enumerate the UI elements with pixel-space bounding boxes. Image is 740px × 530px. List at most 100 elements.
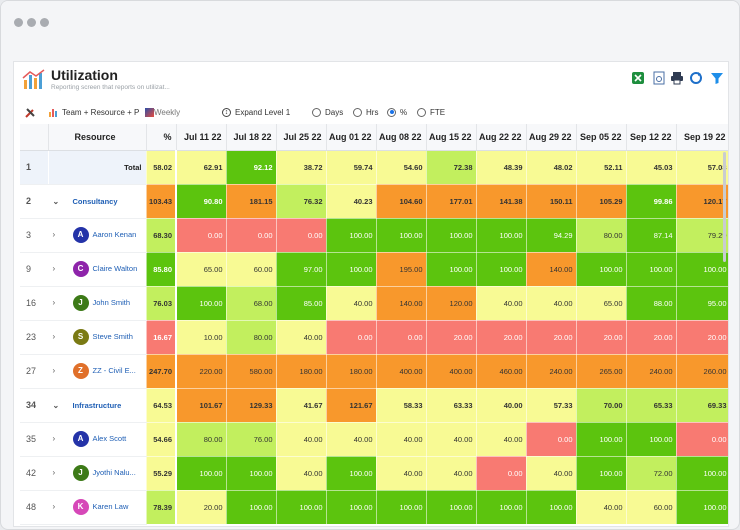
week-value-cell[interactable]: 100.00 [326, 490, 377, 525]
week-value-cell[interactable]: 100.00 [676, 490, 728, 525]
week-value-cell[interactable]: 0.00 [476, 456, 527, 491]
week-value-cell[interactable]: 40.00 [476, 286, 527, 321]
week-value-cell[interactable]: 180.00 [326, 354, 377, 389]
expand-chevron-icon[interactable]: › [52, 263, 56, 273]
resource-cell[interactable]: Total [48, 150, 147, 185]
week-value-cell[interactable]: 40.23 [326, 184, 377, 219]
resource-cell[interactable]: › S Steve Smith [48, 320, 147, 355]
week-value-cell[interactable]: 40.00 [476, 388, 527, 423]
resource-cell[interactable]: ⌄ Infrastructure [48, 388, 147, 423]
expand-chevron-icon[interactable]: › [52, 229, 56, 239]
print-icon[interactable] [670, 71, 684, 85]
week-value-cell[interactable]: 100.00 [176, 456, 227, 491]
week-value-cell[interactable]: 0.00 [376, 320, 427, 355]
unit-percent-option[interactable]: % [387, 102, 407, 122]
week-value-cell[interactable]: 87.14 [626, 218, 677, 253]
week-value-cell[interactable]: 177.01 [426, 184, 477, 219]
week-value-cell[interactable]: 52.11 [576, 150, 627, 185]
week-value-cell[interactable]: 20.00 [676, 320, 728, 355]
week-value-cell[interactable]: 48.39 [476, 150, 527, 185]
week-value-cell[interactable]: 240.00 [526, 354, 577, 389]
table-row[interactable]: 3 › A Aaron Kenan 68.30 0.00 0.00 0.00 100.00 100… [20, 218, 728, 253]
expand-level-control[interactable]: ↕ Expand Level 1 [222, 102, 290, 122]
palette-icon[interactable] [145, 107, 155, 117]
week-value-cell[interactable]: 100.00 [276, 490, 327, 525]
resource-name[interactable]: Jyothi Nalu... [92, 467, 136, 477]
week-value-cell[interactable]: 140.00 [526, 252, 577, 287]
unit-hrs-radio[interactable] [353, 107, 362, 117]
week-value-cell[interactable]: 20.00 [426, 320, 477, 355]
week-value-cell[interactable]: 265.00 [576, 354, 627, 389]
week-value-cell[interactable]: 80.00 [576, 218, 627, 253]
unit-days-option[interactable]: Days [312, 102, 343, 122]
resource-name[interactable]: ZZ - Civil E... [92, 365, 136, 375]
resource-cell[interactable]: ⌄ Consultancy [48, 184, 147, 219]
table-row[interactable]: 42 › J Jyothi Nalu... 55.29 100.00 100.00 40.00… [20, 456, 728, 491]
table-row[interactable]: 16 › J John Smith 76.03 100.00 68.00 85.00 40.00… [20, 286, 728, 321]
week-value-cell[interactable]: 20.00 [476, 320, 527, 355]
percent-header[interactable]: % [146, 124, 177, 151]
week-value-cell[interactable]: 60.00 [226, 252, 277, 287]
week-value-cell[interactable]: 97.00 [276, 252, 327, 287]
week-header[interactable]: Aug 15 22 [426, 124, 477, 151]
week-value-cell[interactable]: 100.00 [576, 456, 627, 491]
unit-days-radio[interactable] [312, 107, 321, 117]
week-value-cell[interactable]: 99.86 [626, 184, 677, 219]
resource-cell[interactable]: › K Karen Law [48, 490, 147, 525]
week-value-cell[interactable]: 40.00 [576, 490, 627, 525]
week-value-cell[interactable]: 100.00 [626, 422, 677, 457]
week-header[interactable]: Sep 19 22 [676, 124, 728, 151]
vertical-scrollbar[interactable] [723, 152, 726, 262]
week-value-cell[interactable]: 180.00 [276, 354, 327, 389]
week-value-cell[interactable]: 60.00 [626, 490, 677, 525]
week-value-cell[interactable]: 0.00 [226, 218, 277, 253]
week-header[interactable]: Aug 29 22 [526, 124, 577, 151]
group-row[interactable]: 34 ⌄ Infrastructure 64.53 101.67 129.33 41.67 1… [20, 388, 728, 423]
week-value-cell[interactable]: 72.38 [426, 150, 477, 185]
resource-name[interactable]: Karen Law [92, 501, 129, 511]
week-value-cell[interactable]: 150.11 [526, 184, 577, 219]
collapse-chevron-icon[interactable]: ⌄ [52, 196, 60, 206]
week-value-cell[interactable]: 48.02 [526, 150, 577, 185]
week-value-cell[interactable]: 57.08 [676, 150, 728, 185]
group-row[interactable]: 2 ⌄ Consultancy 103.43 90.80 181.15 76.32 40.23… [20, 184, 728, 219]
week-header[interactable]: Sep 05 22 [576, 124, 627, 151]
week-value-cell[interactable]: 45.03 [626, 150, 677, 185]
week-value-cell[interactable]: 0.00 [326, 320, 377, 355]
week-value-cell[interactable]: 0.00 [676, 422, 728, 457]
resource-cell[interactable]: › Z ZZ - Civil E... [48, 354, 147, 389]
table-row[interactable]: 27 › Z ZZ - Civil E... 247.70 220.00 580.00 180… [20, 354, 728, 389]
week-value-cell[interactable]: 181.15 [226, 184, 277, 219]
week-value-cell[interactable]: 100.00 [576, 252, 627, 287]
week-value-cell[interactable]: 101.67 [176, 388, 227, 423]
week-value-cell[interactable]: 40.00 [276, 320, 327, 355]
refresh-icon[interactable] [689, 71, 703, 85]
week-value-cell[interactable]: 20.00 [626, 320, 677, 355]
week-value-cell[interactable]: 76.32 [276, 184, 327, 219]
week-value-cell[interactable]: 141.38 [476, 184, 527, 219]
week-header[interactable]: Aug 01 22 [326, 124, 377, 151]
resource-name[interactable]: Consultancy [72, 196, 118, 206]
week-value-cell[interactable]: 68.00 [226, 286, 277, 321]
week-value-cell[interactable]: 460.00 [476, 354, 527, 389]
week-value-cell[interactable]: 92.12 [226, 150, 277, 185]
week-value-cell[interactable]: 100.00 [176, 286, 227, 321]
week-value-cell[interactable]: 104.60 [376, 184, 427, 219]
period-select[interactable]: Weekly [154, 102, 180, 122]
week-value-cell[interactable]: 140.00 [376, 286, 427, 321]
week-value-cell[interactable]: 100.00 [626, 252, 677, 287]
week-value-cell[interactable]: 400.00 [376, 354, 427, 389]
grouping-select[interactable]: Team + Resource + P [49, 102, 155, 122]
week-value-cell[interactable]: 41.67 [276, 388, 327, 423]
week-value-cell[interactable]: 100.00 [476, 252, 527, 287]
week-value-cell[interactable]: 80.00 [226, 320, 277, 355]
week-value-cell[interactable]: 58.33 [376, 388, 427, 423]
expand-chevron-icon[interactable]: › [52, 297, 56, 307]
week-value-cell[interactable]: 40.00 [326, 422, 377, 457]
week-value-cell[interactable]: 85.00 [276, 286, 327, 321]
week-value-cell[interactable]: 100.00 [476, 218, 527, 253]
expand-chevron-icon[interactable]: › [52, 433, 56, 443]
week-value-cell[interactable]: 400.00 [426, 354, 477, 389]
week-value-cell[interactable]: 69.33 [676, 388, 728, 423]
week-value-cell[interactable]: 65.00 [576, 286, 627, 321]
